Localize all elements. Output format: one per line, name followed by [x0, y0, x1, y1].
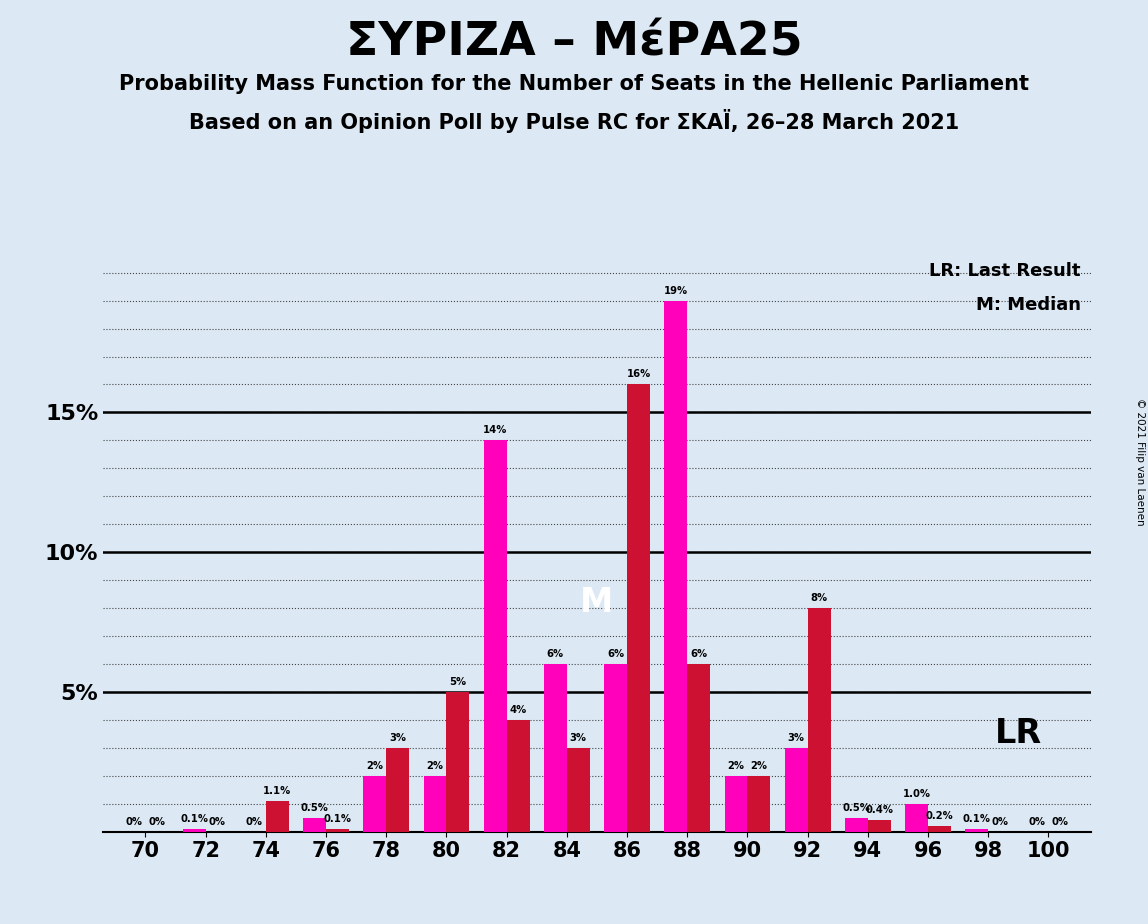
Text: 0%: 0% [246, 817, 263, 827]
Bar [808, 608, 830, 832]
Text: 5%: 5% [449, 677, 466, 687]
Text: 2%: 2% [728, 760, 745, 771]
Text: 16%: 16% [627, 370, 651, 380]
Text: 0%: 0% [148, 817, 165, 827]
Text: ΣΥΡΙΖΑ – ΜέΡΑ25: ΣΥΡΙΖΑ – ΜέΡΑ25 [346, 20, 802, 66]
Bar [364, 776, 386, 832]
Text: 0%: 0% [125, 817, 142, 827]
Bar [604, 664, 627, 832]
Bar [183, 829, 205, 832]
Text: 3%: 3% [389, 733, 406, 743]
Text: 6%: 6% [607, 649, 625, 659]
Text: 2%: 2% [427, 760, 443, 771]
Bar [905, 804, 928, 832]
Bar [326, 829, 349, 832]
Bar [506, 720, 529, 832]
Text: 0%: 0% [1029, 817, 1046, 827]
Bar [868, 821, 891, 832]
Text: 6%: 6% [546, 649, 564, 659]
Text: 0.1%: 0.1% [963, 814, 991, 824]
Text: © 2021 Filip van Laenen: © 2021 Filip van Laenen [1135, 398, 1145, 526]
Text: 0.5%: 0.5% [301, 803, 328, 812]
Bar [785, 748, 808, 832]
Text: 6%: 6% [690, 649, 707, 659]
Text: 1.1%: 1.1% [263, 785, 292, 796]
Bar [386, 748, 409, 832]
Text: 0.1%: 0.1% [324, 814, 351, 824]
Bar [627, 384, 650, 832]
Bar [747, 776, 770, 832]
Bar [303, 818, 326, 832]
Text: LR: Last Result: LR: Last Result [929, 261, 1080, 280]
Text: 2%: 2% [366, 760, 383, 771]
Text: 14%: 14% [483, 425, 507, 435]
Text: 0.1%: 0.1% [180, 814, 208, 824]
Text: 0.5%: 0.5% [843, 803, 870, 812]
Bar [544, 664, 567, 832]
Bar [266, 801, 289, 832]
Text: Based on an Opinion Poll by Pulse RC for ΣΚΑΪ, 26–28 March 2021: Based on an Opinion Poll by Pulse RC for… [189, 109, 959, 133]
Bar [965, 829, 988, 832]
Text: M: Median: M: Median [976, 296, 1080, 314]
Text: 2%: 2% [751, 760, 767, 771]
Bar [928, 826, 951, 832]
Text: Probability Mass Function for the Number of Seats in the Hellenic Parliament: Probability Mass Function for the Number… [119, 74, 1029, 94]
Text: 0%: 0% [209, 817, 226, 827]
Text: 3%: 3% [569, 733, 587, 743]
Text: LR: LR [995, 717, 1042, 750]
Bar [447, 692, 470, 832]
Bar [483, 441, 506, 832]
Text: M: M [581, 586, 613, 619]
Bar [845, 818, 868, 832]
Text: 19%: 19% [664, 286, 688, 296]
Text: 1.0%: 1.0% [902, 788, 931, 798]
Text: 0.4%: 0.4% [866, 806, 893, 815]
Bar [724, 776, 747, 832]
Text: 0%: 0% [991, 817, 1008, 827]
Text: 4%: 4% [510, 705, 527, 715]
Bar [665, 300, 688, 832]
Text: 0.2%: 0.2% [925, 811, 953, 821]
Bar [424, 776, 447, 832]
Text: 8%: 8% [810, 593, 828, 603]
Bar [567, 748, 590, 832]
Text: 0%: 0% [1052, 817, 1069, 827]
Bar [688, 664, 711, 832]
Text: 3%: 3% [788, 733, 805, 743]
